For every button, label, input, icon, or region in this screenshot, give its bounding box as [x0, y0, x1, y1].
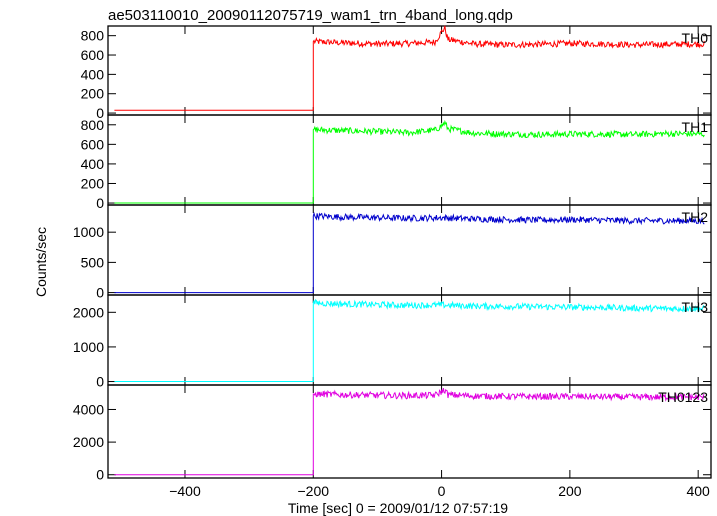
series-line-th1 — [114, 119, 705, 204]
series-line-th0 — [114, 25, 705, 111]
x-tick-label: 400 — [686, 483, 710, 499]
chart-title: ae503110010_20090112075719_wam1_trn_4ban… — [108, 7, 513, 24]
panel-th0: 0 200 400 600 800 TH0 — [81, 25, 712, 121]
y-tick-label: 600 — [81, 136, 105, 152]
y-tick-label: 0 — [96, 105, 104, 121]
y-tick-label: 2000 — [73, 434, 104, 450]
series-line-th0123 — [114, 387, 705, 476]
y-tick-label: 2000 — [73, 304, 104, 320]
x-tick-label: 200 — [558, 483, 582, 499]
y-tick-label: 800 — [81, 28, 105, 44]
y-tick-label: 600 — [81, 47, 105, 63]
y-tick-label: 0 — [96, 195, 104, 211]
y-tick-label: 0 — [96, 285, 104, 301]
panel-th1: 0 200 400 600 800 TH1 — [81, 114, 712, 211]
y-tick-label: 200 — [81, 86, 105, 102]
panel-label: TH0123 — [658, 389, 708, 405]
y-tick-label: 1000 — [73, 339, 104, 355]
y-tick-label: 0 — [96, 467, 104, 483]
panel-label: TH3 — [682, 299, 709, 315]
chart-panels: 0 200 400 600 800 TH0 0 200 400 600 800 TH1 0 500 1000… — [73, 25, 712, 499]
panel-th0123: 0 2000 4000 TH0123 — [73, 384, 712, 483]
panel-frame — [107, 384, 712, 479]
panel-frame — [107, 114, 712, 206]
y-tick-label: 500 — [81, 254, 105, 270]
series-line-th2 — [114, 211, 705, 294]
panel-frame — [107, 25, 712, 116]
y-tick-label: 800 — [81, 117, 105, 133]
y-tick-label: 400 — [81, 66, 105, 82]
y-tick-label: 400 — [81, 156, 105, 172]
y-tick-label: 200 — [81, 175, 105, 191]
panel-th3: 0 1000 2000 TH3 — [73, 294, 712, 390]
panel-th2: 0 500 1000 TH2 — [73, 204, 712, 301]
y-axis-label: Counts/sec — [33, 227, 49, 297]
series-line-th3 — [114, 299, 705, 382]
panel-label: TH2 — [682, 209, 709, 225]
x-axis-label: Time [sec] 0 = 2009/01/12 07:57:19 — [288, 500, 508, 516]
panel-label: TH1 — [682, 119, 709, 135]
x-tick-label: −200 — [298, 483, 330, 499]
x-tick-label: −400 — [169, 483, 201, 499]
y-tick-label: 1000 — [73, 224, 104, 240]
panel-label: TH0 — [682, 30, 709, 46]
y-tick-label: 4000 — [73, 401, 104, 417]
y-tick-label: 0 — [96, 374, 104, 390]
x-tick-label: 0 — [438, 483, 446, 499]
